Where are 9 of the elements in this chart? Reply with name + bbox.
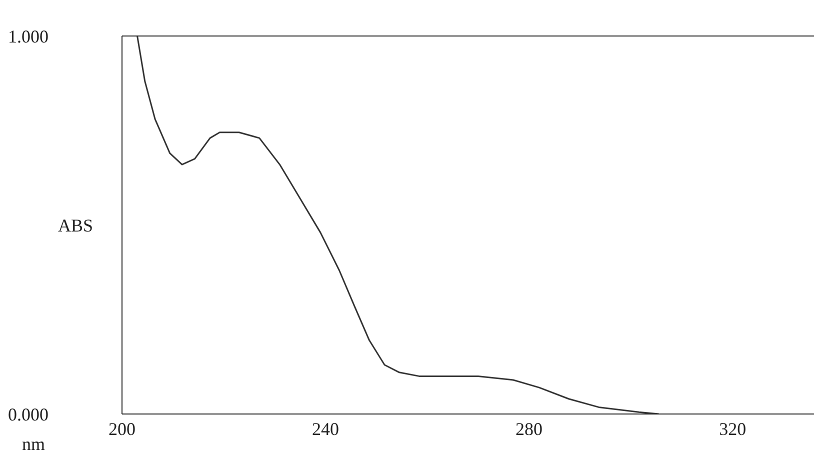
x-tick-label: 280 (516, 418, 543, 439)
line-series (136, 36, 660, 414)
y-tick-label: 1.000 (8, 26, 48, 46)
x-axis-title: nm (22, 434, 46, 454)
x-tick-label: 320 (719, 418, 746, 439)
y-tick-label: 0.000 (8, 404, 48, 424)
y-axis-title: ABS (58, 215, 94, 236)
x-tick-label: 200 (108, 418, 136, 439)
x-tick-label: 240 (312, 418, 340, 439)
